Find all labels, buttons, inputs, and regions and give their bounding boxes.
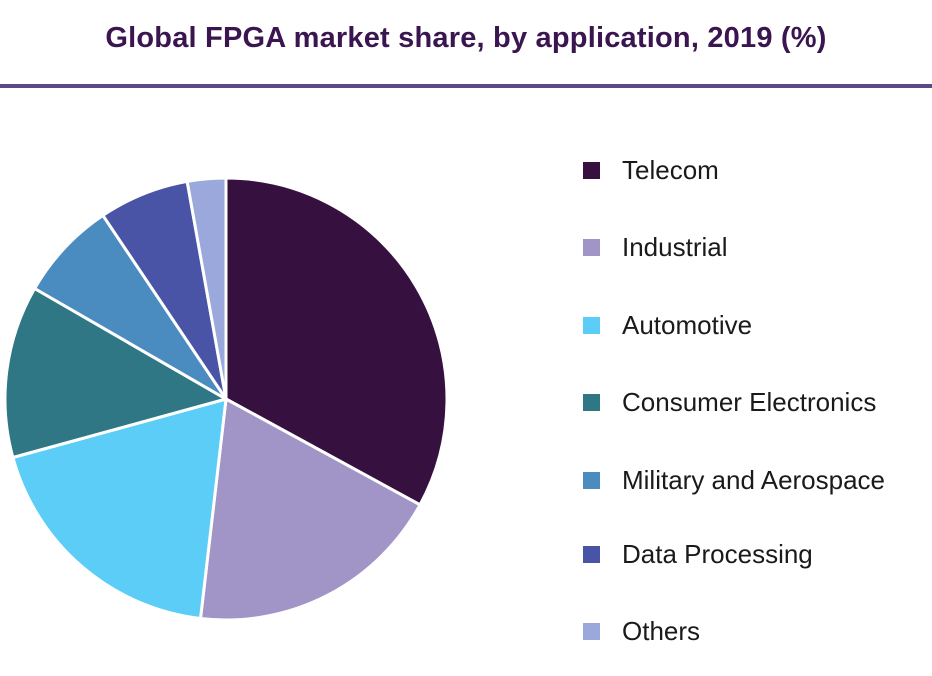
legend-swatch-consumer-electronics [583,393,600,411]
pie-slice-military-and-aerospace [33,213,228,401]
pie-slice-telecom [224,176,449,507]
legend-label-others: Others [622,615,701,646]
legend-swatch-industrial [583,238,600,256]
pie-slice-automotive [11,397,228,621]
legend-label-automotive: Automotive [622,309,753,340]
legend-item-telecom: Telecom [583,150,719,190]
legend-item-others: Others [583,611,700,651]
legend-item-military-and-aerospace: Military and Aerospace [583,460,885,500]
pie-slice-consumer-electronics [3,287,228,459]
pie-chart [3,176,449,622]
legend-item-automotive: Automotive [583,305,752,345]
pie-slice-industrial [198,397,422,622]
legend-item-data-processing: Data Processing [583,534,813,574]
chart-title: Global FPGA market share, by application… [105,22,827,54]
legend-label-industrial: Industrial [622,231,728,262]
legend-swatch-others [583,622,600,640]
legend-label-military-and-aerospace: Military and Aerospace [622,464,886,495]
legend-item-consumer-electronics: Consumer Electronics [583,382,876,422]
legend-swatch-military-and-aerospace [583,471,600,489]
legend-label-data-processing: Data Processing [622,538,813,569]
legend-swatch-data-processing [583,545,600,563]
pie-slice-others [185,176,228,401]
legend-item-industrial: Industrial [583,227,728,267]
legend-swatch-telecom [583,161,600,179]
legend-label-telecom: Telecom [622,154,719,185]
legend-swatch-automotive [583,316,600,334]
title-divider [0,84,932,88]
legend-label-consumer-electronics: Consumer Electronics [622,386,877,417]
